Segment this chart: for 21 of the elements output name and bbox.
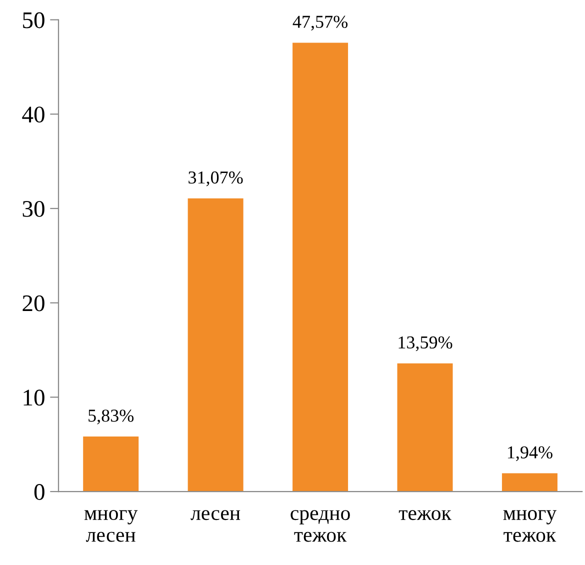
- x-tick-label: средно тежок: [290, 510, 350, 542]
- x-tick-label: лесен: [190, 510, 240, 520]
- data-label: 31,07%: [188, 171, 243, 186]
- x-tick-label: тежок: [398, 510, 452, 520]
- y-tick-label: 50: [23, 12, 44, 28]
- y-tick-label: 10: [24, 390, 44, 406]
- data-label: 5,83%: [88, 410, 134, 424]
- y-tick-label: 0: [34, 484, 44, 500]
- bar: [83, 436, 139, 492]
- data-label: 47,57%: [292, 16, 348, 31]
- x-tick-label: многу лесен: [84, 510, 138, 542]
- bar: [397, 363, 453, 492]
- bar: [292, 42, 348, 492]
- bar: [502, 473, 558, 492]
- data-label: 1,94%: [508, 446, 552, 462]
- x-tick-label: многу тежок: [503, 510, 556, 542]
- data-label: 13,59%: [398, 336, 452, 352]
- y-tick-label: 20: [22, 295, 44, 312]
- y-tick-label: 40: [22, 106, 44, 123]
- y-tick-label: 30: [22, 200, 44, 217]
- bar: [188, 198, 244, 492]
